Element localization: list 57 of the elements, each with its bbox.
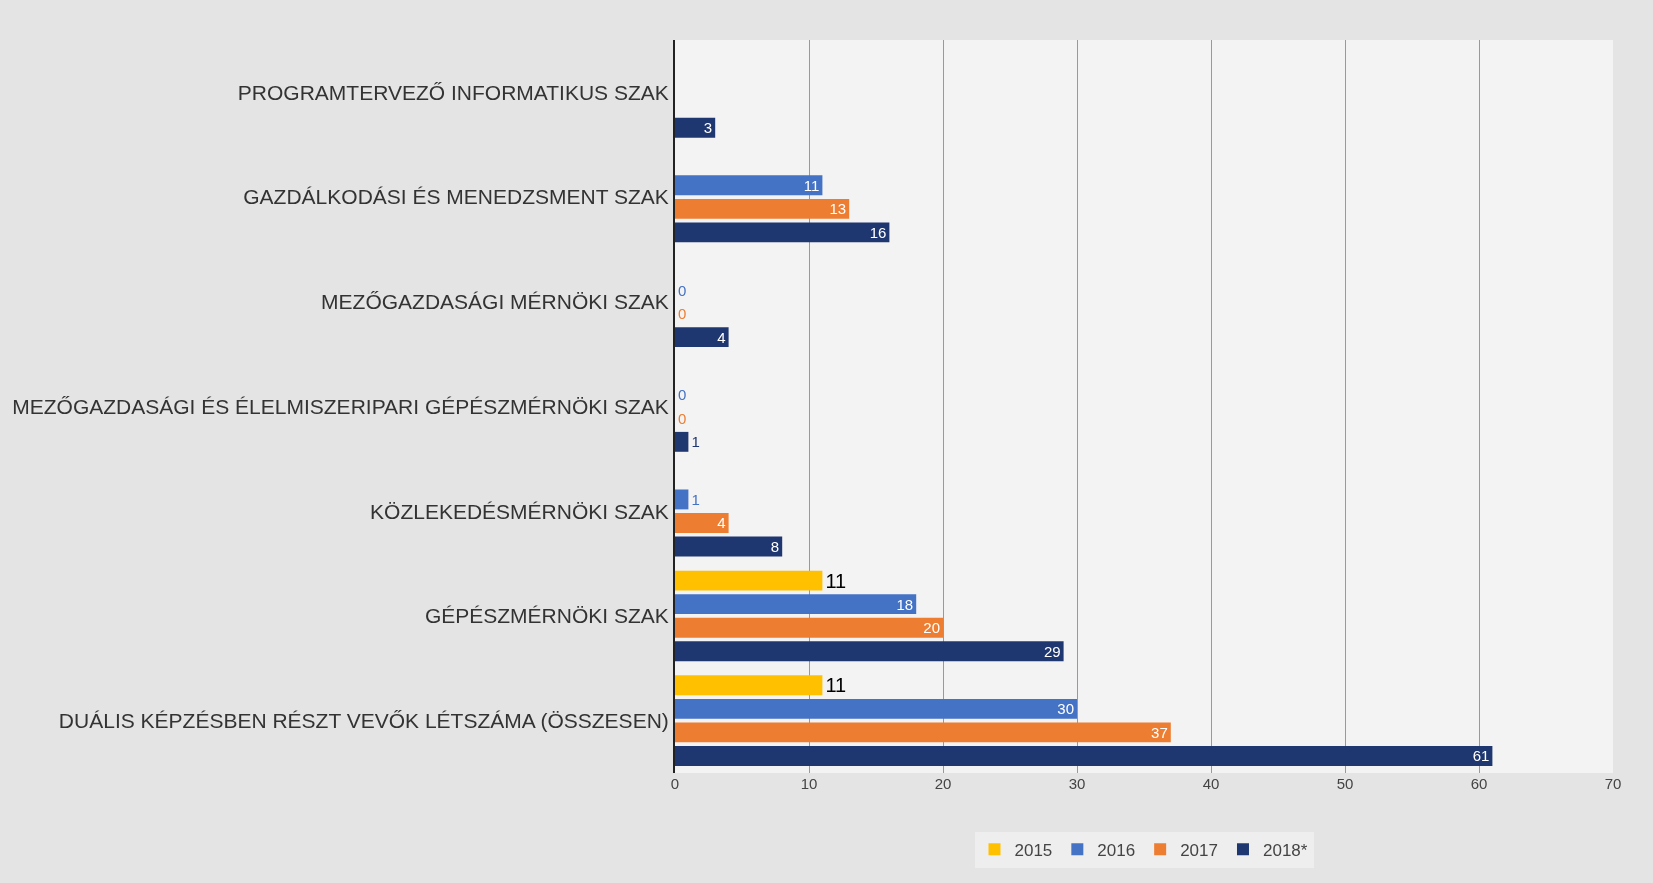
bar: [675, 722, 1171, 743]
legend-label: 2017: [1180, 840, 1218, 860]
y-tick-label: DUÁLIS KÉPZÉSBEN RÉSZT VEVŐK LÉTSZÁMA (ÖSSZESEN): [58, 708, 669, 732]
data-label: 30: [1057, 700, 1074, 718]
data-label: 29: [1043, 642, 1061, 660]
data-label: 11: [803, 176, 820, 194]
x-tick-label: 70: [1604, 775, 1622, 792]
bar: [675, 570, 823, 591]
x-tick-label: 60: [1470, 775, 1488, 792]
bar: [675, 617, 943, 638]
data-label: 18: [896, 595, 914, 613]
legend-label: 2016: [1097, 840, 1136, 860]
data-label: 3: [703, 119, 713, 137]
bar: [675, 198, 850, 219]
y-tick-label: GÉPÉSZMÉRNÖKI SZAK: [424, 604, 669, 628]
data-label: 13: [829, 200, 847, 218]
data-label: 37: [1151, 723, 1168, 741]
bar: [675, 222, 890, 243]
bar: [675, 641, 1064, 662]
data-label: 11: [825, 569, 847, 592]
x-tick-label: 10: [800, 775, 818, 792]
legend-label: 2015: [1014, 840, 1053, 860]
data-label: 0: [678, 386, 687, 404]
x-tick-label: 40: [1202, 775, 1220, 792]
data-label: 16: [869, 223, 887, 241]
bar: [675, 536, 783, 557]
bar: [675, 489, 689, 510]
legend-label: 2018*: [1262, 840, 1308, 860]
data-label: 1: [691, 490, 700, 508]
data-label: 20: [923, 619, 940, 637]
data-label: 8: [770, 538, 780, 556]
data-label: 0: [678, 409, 687, 427]
bar: [675, 698, 1077, 719]
data-label: 4: [717, 328, 726, 346]
data-label: 0: [678, 305, 687, 323]
data-label: 1: [691, 433, 700, 451]
bar: [675, 746, 1493, 766]
x-tick-label: 0: [670, 775, 680, 792]
data-label: 4: [717, 514, 726, 532]
data-label: 61: [1472, 747, 1490, 765]
data-label: 0: [678, 281, 687, 299]
y-tick-label: GAZDÁLKODÁSI ÉS MENEDZSMENT SZAK: [243, 185, 669, 209]
x-tick-label: 30: [1068, 775, 1086, 792]
y-tick-label: KÖZLEKEDÉSMÉRNÖKI SZAK: [370, 499, 669, 523]
x-tick-label: 20: [934, 775, 952, 792]
y-tick-label: MEZŐGAZDASÁGI ÉS ÉLELMISZERIPARI GÉPÉSZMÉRNÖKI SZAK: [12, 394, 669, 418]
bar: [675, 513, 729, 533]
data-label: 11: [825, 674, 847, 697]
y-tick-label: PROGRAMTERVEZŐ INFORMATIKUS SZAK: [237, 80, 669, 104]
x-tick-label: 50: [1336, 775, 1354, 792]
bar: [675, 117, 716, 138]
bar: [675, 675, 823, 696]
bar: [675, 327, 729, 348]
y-tick-label: MEZŐGAZDASÁGI MÉRNÖKI SZAK: [321, 290, 669, 314]
bar: [675, 431, 689, 452]
bar: [675, 175, 823, 196]
bar: [675, 594, 917, 615]
